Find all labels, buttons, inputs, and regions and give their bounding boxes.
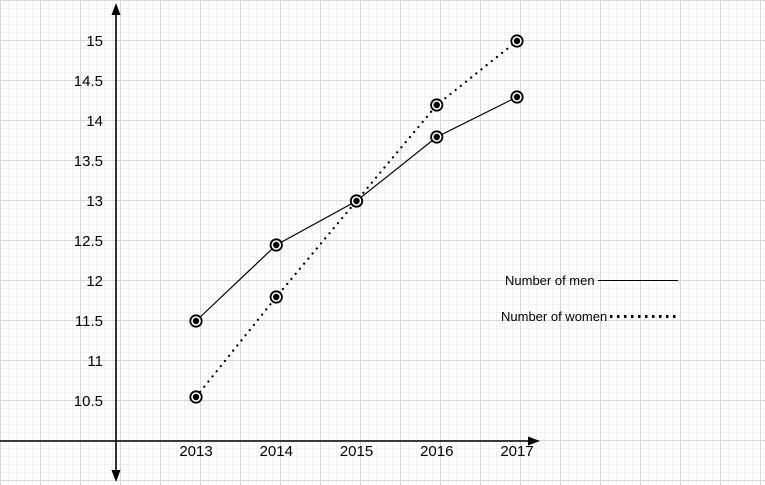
y-tick-label: 11.5 (75, 313, 103, 330)
data-point-marker (353, 197, 360, 205)
data-point-marker (433, 133, 440, 141)
data-point-marker (192, 317, 200, 325)
x-axis-right-arrow-icon (528, 436, 540, 446)
x-tick-label: 2013 (179, 443, 212, 460)
y-axis-down-arrow-icon (111, 470, 121, 482)
series-line-men (195, 96, 518, 322)
y-tick-label: 12.5 (74, 233, 103, 250)
x-tick-label: 2015 (340, 443, 373, 460)
legend-solid-line-swatch (598, 280, 678, 281)
data-point-marker (192, 393, 200, 401)
legend-item-women: Number of women (501, 309, 678, 324)
y-tick-label: 14 (86, 113, 103, 130)
x-tick-label: 2014 (260, 443, 293, 460)
data-point-marker (433, 101, 440, 109)
y-tick-label: 12 (86, 273, 103, 290)
y-axis-up-arrow-icon (111, 3, 121, 15)
y-tick-label: 13 (86, 193, 103, 210)
legend-label-men: Number of men (505, 273, 595, 288)
y-tick-label: 11 (87, 353, 103, 370)
legend-item-men: Number of men (505, 273, 678, 288)
y-tick-label: 13.5 (74, 153, 103, 170)
data-point-marker (513, 93, 521, 101)
legend-dotted-line-swatch (610, 315, 678, 318)
data-point-marker (273, 241, 280, 249)
legend-label-women: Number of women (501, 309, 608, 324)
data-point-marker (513, 37, 521, 45)
y-tick-label: 15 (86, 33, 103, 50)
x-tick-label: 2017 (500, 443, 533, 460)
series-line-women (194, 39, 519, 399)
data-point-marker (273, 293, 280, 301)
x-tick-label: 2016 (420, 443, 453, 460)
y-tick-label: 14.5 (74, 73, 103, 90)
y-tick-label: 10.5 (74, 393, 103, 410)
